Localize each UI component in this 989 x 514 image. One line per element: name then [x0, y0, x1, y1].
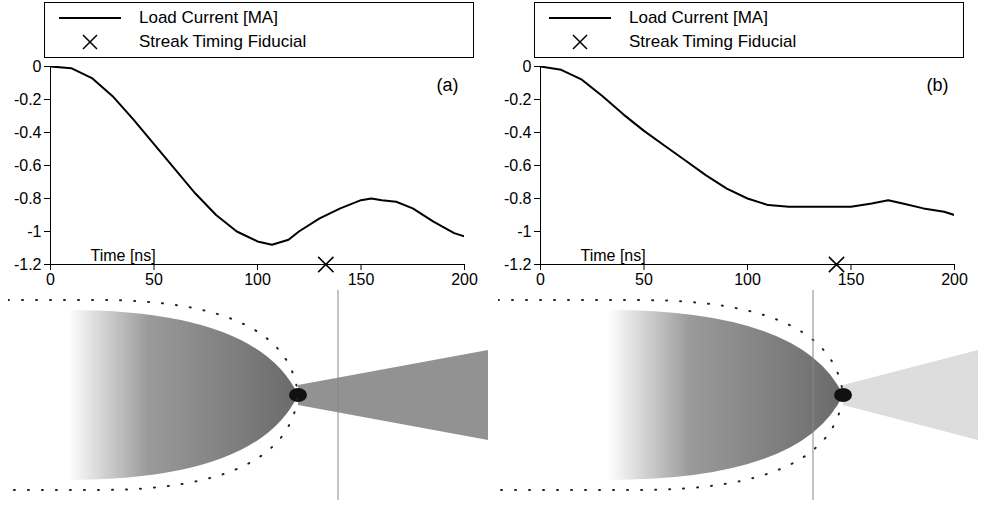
svg-text:100: 100 [244, 271, 271, 288]
svg-text:Time [ns]: Time [ns] [581, 247, 646, 264]
svg-text:150: 150 [838, 271, 865, 288]
html-text:Streak Timing Fiducial: Streak Timing Fiducial [629, 32, 797, 51]
svg-text:0: 0 [523, 58, 532, 75]
svg-text:100: 100 [734, 271, 761, 288]
svg-text:200: 200 [941, 271, 968, 288]
svg-text:-0.4: -0.4 [14, 124, 42, 141]
svg-text:(b): (b) [927, 75, 949, 95]
svg-text:200: 200 [451, 271, 478, 288]
svg-text:150: 150 [348, 271, 375, 288]
svg-text:0: 0 [536, 271, 545, 288]
svg-text:50: 50 [145, 271, 163, 288]
svg-text:-1: -1 [27, 223, 41, 240]
svg-text:-1.2: -1.2 [504, 256, 532, 273]
svg-text:-0.8: -0.8 [14, 190, 42, 207]
svg-text:-0.6: -0.6 [14, 157, 42, 174]
svg-text:-0.2: -0.2 [14, 91, 42, 108]
svg-text:-1.2: -1.2 [14, 256, 42, 273]
svg-text:50: 50 [635, 271, 653, 288]
svg-text:Time [ns]: Time [ns] [91, 247, 156, 264]
html-text:Load Current [MA]: Load Current [MA] [139, 8, 278, 27]
svg-text:0: 0 [33, 58, 42, 75]
svg-text:-0.4: -0.4 [504, 124, 532, 141]
svg-text:-0.8: -0.8 [504, 190, 532, 207]
svg-text:(a): (a) [437, 75, 459, 95]
svg-text:-0.6: -0.6 [504, 157, 532, 174]
html-text:Load Current [MA]: Load Current [MA] [629, 8, 768, 27]
svg-text:0: 0 [46, 271, 55, 288]
svg-text:-1: -1 [517, 223, 531, 240]
html-text:Streak Timing Fiducial: Streak Timing Fiducial [139, 32, 307, 51]
svg-text:-0.2: -0.2 [504, 91, 532, 108]
